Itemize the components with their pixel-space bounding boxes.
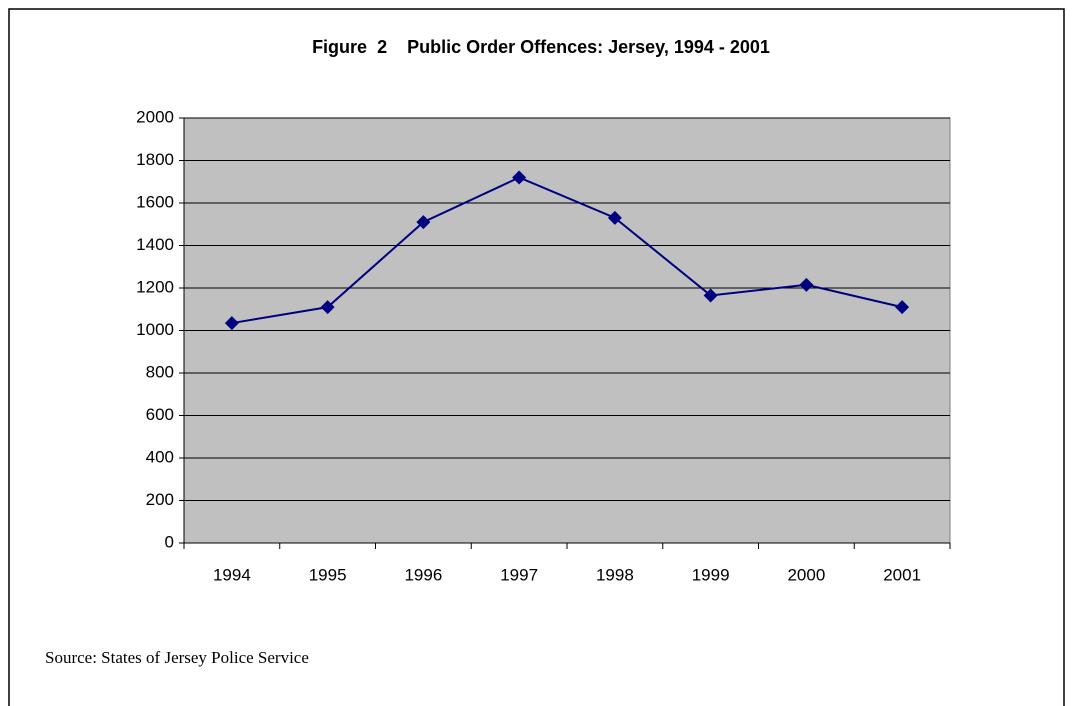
x-tick-label: 2000 (787, 565, 825, 584)
x-tick-label: 1994 (213, 565, 251, 584)
source-note: Source: States of Jersey Police Service (45, 648, 309, 667)
frame (8, 8, 1065, 706)
x-tick-label: 1997 (500, 565, 538, 584)
data-point (512, 170, 527, 185)
data-line (231, 176, 903, 325)
data-point (799, 277, 814, 292)
y-tick-label: 2000 (136, 107, 174, 126)
x-tick-label: 2001 (883, 565, 921, 584)
y-tick-label: 1200 (136, 277, 174, 296)
x-tick-label: 1998 (596, 565, 634, 584)
y-tick-label: 1600 (136, 192, 174, 211)
data-point (416, 215, 431, 230)
y-tick-label: 800 (146, 362, 174, 381)
x-tick-label: 1999 (692, 565, 730, 584)
y-tick-label: 600 (146, 405, 174, 424)
data-point (607, 210, 622, 225)
data-point (224, 316, 239, 331)
x-tick-label: 1996 (404, 565, 442, 584)
data-point (320, 300, 335, 315)
chart-title: Figure 2 Public Order Offences: Jersey, … (312, 37, 770, 57)
y-tick-label: 400 (146, 447, 174, 466)
y-tick-label: 1000 (136, 320, 174, 339)
data-point (895, 300, 910, 315)
y-tick-label: 0 (165, 532, 174, 551)
y-tick-label: 1800 (136, 150, 174, 169)
y-tick-label: 200 (146, 490, 174, 509)
x-tick-label: 1995 (309, 565, 347, 584)
data-point (703, 288, 718, 303)
y-tick-label: 1400 (136, 235, 174, 254)
